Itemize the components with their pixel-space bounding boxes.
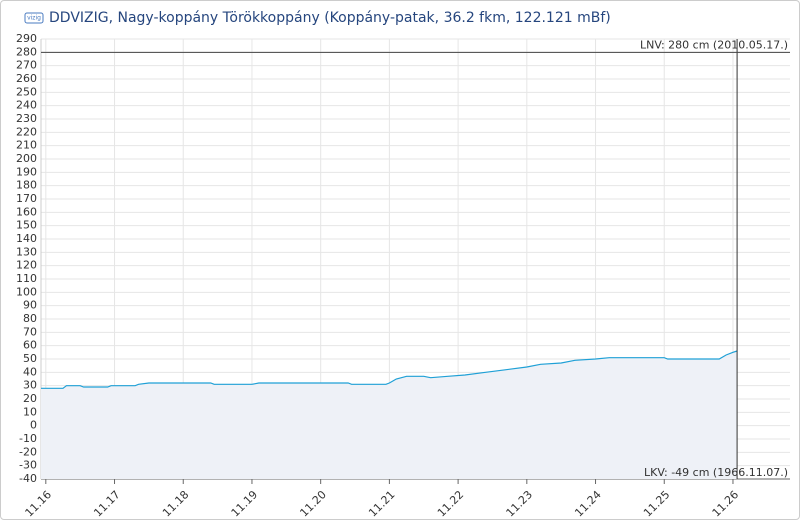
y-tick-label: 180	[16, 179, 37, 192]
y-tick-label: 40	[23, 365, 37, 378]
y-tick-label: 20	[23, 392, 37, 405]
x-tick-label: 11.21	[366, 488, 397, 519]
y-tick-label: 90	[23, 299, 37, 312]
y-tick-label: -10	[19, 432, 37, 445]
y-tick-label: 290	[16, 32, 37, 45]
y-tick-label: 190	[16, 165, 37, 178]
y-tick-label: 0	[30, 419, 37, 432]
y-tick-label: 220	[16, 125, 37, 138]
y-tick-label: 250	[16, 85, 37, 98]
y-tick-label: 10	[23, 405, 37, 418]
y-tick-label: 70	[23, 325, 37, 338]
x-tick-label: 11.25	[641, 488, 672, 519]
x-tick-label: 11.18	[160, 488, 191, 519]
y-tick-label: 100	[16, 285, 37, 298]
svg-text:vizig: vizig	[27, 15, 41, 22]
reference-label: LNV: 280 cm (2010.05.17.)	[640, 38, 788, 51]
x-tick-label: 11.23	[504, 488, 535, 519]
y-tick-label: 60	[23, 339, 37, 352]
y-tick-label: -30	[19, 459, 37, 472]
x-tick-label: 11.19	[229, 488, 260, 519]
y-tick-label: 120	[16, 259, 37, 272]
x-tick-label: 11.20	[297, 488, 328, 519]
y-tick-label: 110	[16, 272, 37, 285]
x-tick-label: 11.16	[23, 488, 54, 519]
x-tick-label: 11.22	[435, 488, 466, 519]
y-tick-label: -20	[19, 445, 37, 458]
x-tick-label: 11.24	[572, 488, 603, 519]
y-tick-label: 170	[16, 192, 37, 205]
y-tick-label: 280	[16, 45, 37, 58]
y-tick-label: 260	[16, 72, 37, 85]
y-tick-label: 150	[16, 219, 37, 232]
annotation: LKV: -49 cm (1966.11.07.)	[644, 466, 788, 479]
logo: vizig	[24, 12, 44, 24]
chart-title: DDVIZIG, Nagy-koppány Törökkoppány (Kopp…	[49, 10, 611, 26]
x-tick-label: 11.26	[710, 488, 741, 519]
y-tick-label: 200	[16, 152, 37, 165]
y-tick-label: 240	[16, 99, 37, 112]
y-tick-label: 230	[16, 112, 37, 125]
area	[41, 351, 738, 479]
y-tick-label: 80	[23, 312, 37, 325]
y-tick-label: 210	[16, 139, 37, 152]
y-tick-label: 30	[23, 379, 37, 392]
series-line	[41, 350, 738, 389]
x-tick-label: 11.17	[91, 488, 122, 519]
y-tick-label: 160	[16, 205, 37, 218]
y-tick-label: 50	[23, 352, 37, 365]
y-tick-label: -40	[19, 472, 37, 485]
y-tick-label: 130	[16, 245, 37, 258]
y-tick-label: 270	[16, 59, 37, 72]
y-tick-label: 140	[16, 232, 37, 245]
